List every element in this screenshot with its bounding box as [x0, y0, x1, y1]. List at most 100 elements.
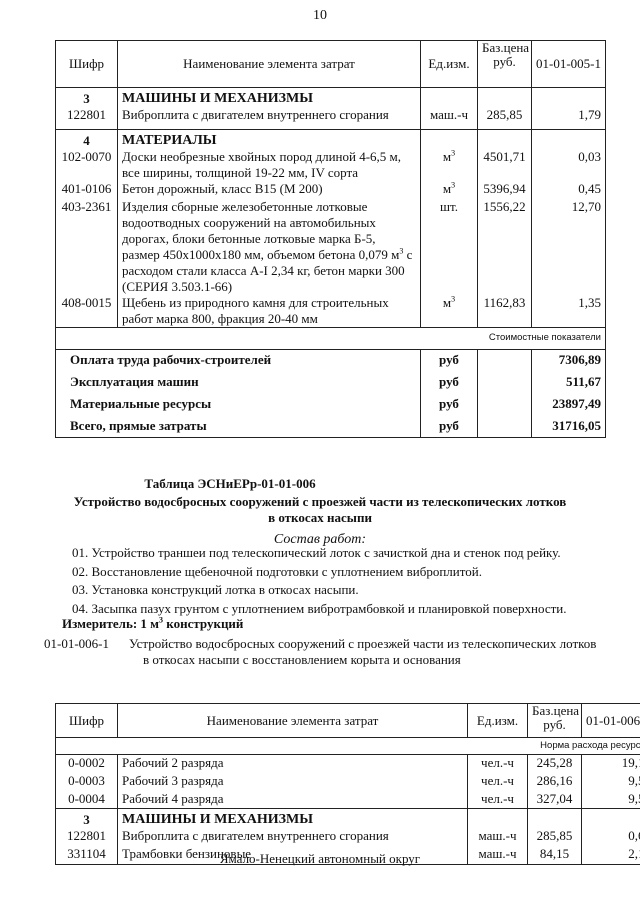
- code-cell: 403-2361: [55, 198, 118, 295]
- norm-cell: 12,70: [531, 198, 606, 295]
- price-cell: 285,85: [527, 828, 582, 846]
- cost-label: Всего, прямые затраты: [55, 415, 421, 437]
- cost-value: 511,67: [531, 371, 606, 393]
- works-title: Состав работ:: [273, 532, 367, 547]
- norm-cell: 9,59: [581, 772, 640, 791]
- code-cell: 122801: [55, 828, 118, 846]
- norm-cell: 2,10: [581, 846, 640, 864]
- cost-value: 7306,89: [531, 349, 606, 371]
- cost-row: Материальные ресурсы руб 23897,49: [55, 393, 606, 415]
- cost-label: Эксплуатация машин: [55, 371, 421, 393]
- column-header: Шифр: [55, 703, 118, 738]
- norm-cell: 9,59: [581, 790, 640, 809]
- section-header-row: 3 МАШИНЫ И МЕХАНИЗМЫ: [55, 808, 640, 828]
- norm-cell: 0,03: [531, 148, 606, 181]
- table-row: 403-2361 Изделия сборные железобетонные л…: [55, 198, 606, 295]
- price-cell: 327,04: [527, 790, 582, 809]
- unit-cell: чел.-ч: [467, 754, 528, 773]
- section-code: 3: [55, 87, 118, 107]
- code-cell: 122801: [55, 107, 118, 129]
- resource-table-2: Шифр Наименование элемента затрат Ед.изм. Б…: [55, 703, 640, 865]
- price-cell: 4501,71: [477, 148, 532, 181]
- column-header: Ед.изм.: [467, 703, 528, 738]
- cost-value: 31716,05: [531, 415, 606, 437]
- unit-cell: м3: [420, 180, 478, 199]
- norm-cell: 1,79: [531, 107, 606, 129]
- code-cell: 0-0003: [55, 772, 118, 791]
- unit-cell: м3: [420, 148, 478, 181]
- unit-cell: м3: [420, 294, 478, 327]
- price-cell: 5396,94: [477, 180, 532, 199]
- name-cell: Бетон дорожный, класс В15 (М 200): [117, 180, 421, 199]
- section-code: 4: [55, 128, 118, 149]
- code-cell: 401-0106: [55, 180, 118, 199]
- cost-unit: руб: [420, 415, 478, 437]
- work-item: 01. Устройство траншеи под телескопическ…: [72, 545, 561, 560]
- cost-row: Всего, прямые затраты руб 31716,05: [55, 415, 606, 437]
- unit-cell: маш.-ч: [467, 846, 528, 864]
- name-cell: Трамбовки бензиновые: [117, 846, 468, 864]
- norm-cell: 0,45: [531, 180, 606, 199]
- column-header: Шифр: [55, 40, 118, 88]
- price-cell: 286,16: [527, 772, 582, 791]
- price-cell: 285,85: [477, 107, 532, 129]
- table-title: Таблица ЭСНиЕРр-01-01-006: [144, 476, 316, 491]
- item-code: 01-01-006-1: [44, 636, 109, 651]
- page-number: 10: [313, 8, 327, 23]
- resource-table-1: Шифр Наименование элемента затрат Ед.изм. Б…: [55, 40, 606, 438]
- name-cell: Изделия сборные железобетонные лотковые …: [117, 198, 421, 295]
- code-cell: 0-0004: [55, 790, 118, 809]
- footer-region: Ямало-Ненецкий автономный округ: [219, 851, 421, 866]
- work-item: 03. Установка конструкций лотка в откоса…: [72, 582, 359, 597]
- cost-value: 23897,49: [531, 393, 606, 415]
- unit-cell: чел.-ч: [467, 790, 528, 809]
- name-cell: Виброплита с двигателем внутреннего сгор…: [117, 107, 421, 129]
- name-cell: Рабочий 2 разряда: [117, 754, 468, 773]
- column-header: Ед.изм.: [420, 40, 478, 88]
- cost-row: Оплата труда рабочих-строителей руб 7306,8…: [55, 349, 606, 371]
- code-cell: 331104: [55, 846, 118, 864]
- cost-unit: руб: [420, 349, 478, 371]
- price-cell: 245,28: [527, 754, 582, 773]
- price-cell: 1162,83: [477, 294, 532, 327]
- column-header: Наименование элемента затрат: [117, 703, 468, 738]
- column-header: Наименование элемента затрат: [117, 40, 421, 88]
- section-title: МАТЕРИАЛЫ: [117, 128, 421, 149]
- name-cell: Виброплита с двигателем внутреннего сгор…: [117, 828, 468, 846]
- cost-header: Стоимостные показатели: [55, 326, 606, 350]
- norm-cell: 1,35: [531, 294, 606, 327]
- header-row: Шифр Наименование элемента затрат Ед.изм. Б…: [55, 703, 640, 738]
- measure-label: Измеритель: 1 м3 конструкций: [62, 615, 244, 631]
- table-row: 408-0015 Щебень из природного камня для с…: [55, 294, 606, 327]
- section-header-row: 4 МАТЕРИАЛЫ: [55, 128, 606, 149]
- table-row: 401-0106 Бетон дорожный, класс В15 (М 200…: [55, 180, 606, 199]
- cost-unit: руб: [420, 393, 478, 415]
- code-cell: 408-0015: [55, 294, 118, 327]
- section-title: МАШИНЫ И МЕХАНИЗМЫ: [117, 87, 421, 107]
- code-cell: 0-0002: [55, 754, 118, 773]
- header-row: Шифр Наименование элемента затрат Ед.изм. Б…: [55, 40, 606, 88]
- norm-cell: 0,68: [581, 828, 640, 846]
- cost-unit: руб: [420, 371, 478, 393]
- cost-row: Эксплуатация машин руб 511,67: [55, 371, 606, 393]
- name-cell: Рабочий 3 разряда: [117, 772, 468, 791]
- table-row: 122801 Виброплита с двигателем внутреннег…: [55, 828, 640, 846]
- table-row: 122801 Виброплита с двигателем внутреннег…: [55, 107, 606, 129]
- item-text: Устройство водосбросных сооружений с про…: [129, 636, 597, 667]
- name-cell: Доски необрезные хвойных пород длиной 4-…: [117, 148, 421, 181]
- section-title: МАШИНЫ И МЕХАНИЗМЫ: [117, 808, 468, 828]
- cost-label: Материальные ресурсы: [55, 393, 421, 415]
- unit-cell: маш.-ч: [420, 107, 478, 129]
- norm-cell: 19,18: [581, 754, 640, 773]
- column-header: Баз.цена руб.: [477, 40, 532, 88]
- name-cell: Щебень из природного камня для строитель…: [117, 294, 421, 327]
- cost-label: Оплата труда рабочих-строителей: [55, 349, 421, 371]
- section-code: 3: [55, 808, 118, 828]
- section-header-row: 3 МАШИНЫ И МЕХАНИЗМЫ: [55, 87, 606, 107]
- unit-cell: чел.-ч: [467, 772, 528, 791]
- column-header: Баз.цена руб.: [527, 703, 582, 738]
